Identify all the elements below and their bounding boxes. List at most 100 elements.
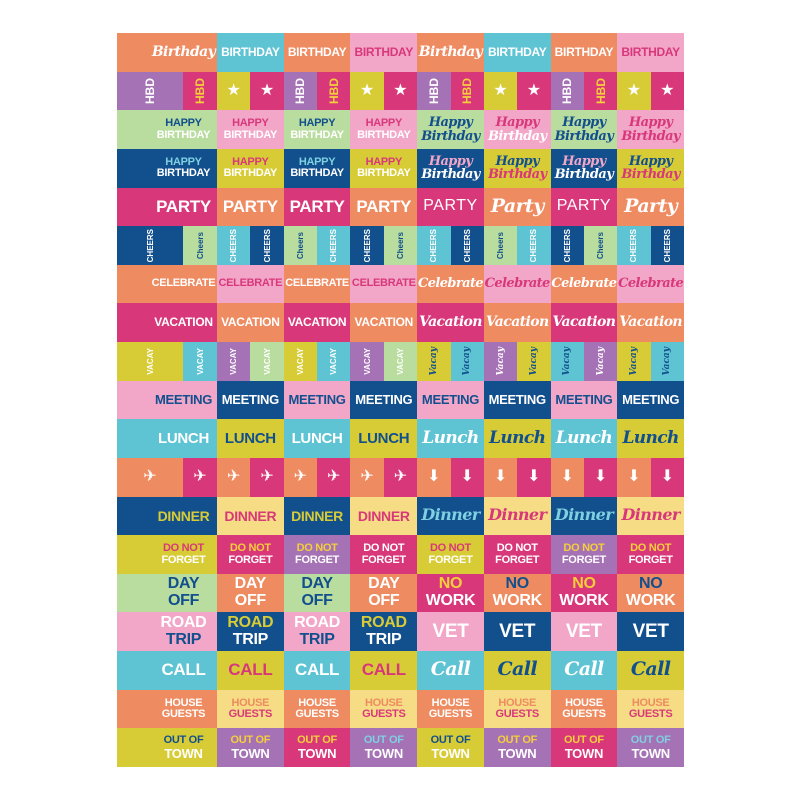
sticker-half: Cheers (583, 226, 618, 265)
sticker-happy-birthday-2: HAPPY BIRTHDAY (217, 148, 284, 188)
sticker-half: ★ (250, 71, 284, 111)
star-icon: ★ (526, 81, 542, 99)
sticker-text: ROAD (294, 613, 341, 631)
sticker-out-of-town: OUT OF TOWN (483, 728, 551, 767)
sticker-text: MEETING (622, 392, 680, 408)
sticker-label: Lunch (484, 419, 551, 458)
sticker-text: HBD (560, 77, 575, 104)
sticker-label: Happy Birthday (551, 149, 618, 188)
sticker-label: Happy Birthday (617, 149, 684, 188)
sticker-do-not-forget: DO NOT FORGET (550, 535, 618, 574)
sticker-label: HAPPY BIRTHDAY (284, 110, 351, 149)
sticker-label: BIRTHDAY (217, 33, 284, 72)
sticker-do-not-forget: DO NOT FORGET (417, 535, 484, 574)
sticker-label: Party (617, 188, 684, 227)
sticker-label: Dinner (417, 497, 484, 536)
sticker-label: CALL (150, 651, 217, 690)
sticker-text: Call (564, 658, 604, 681)
sticker-text: DINNER (157, 507, 210, 524)
sticker-meeting: MEETING (417, 380, 484, 420)
sticker-birthday: BIRTHDAY (350, 33, 418, 72)
sticker-text: HOUSE (164, 696, 203, 709)
sticker-label: MEETING (150, 381, 217, 420)
sticker-dinner: Dinner (417, 496, 484, 536)
sticker-text: CALL (295, 660, 340, 680)
arrow-down-icon: ⬇ (527, 468, 541, 486)
sticker-label: Vacation (417, 303, 484, 342)
sticker-cheers: Cheers CHEERS (283, 226, 351, 265)
sticker-vacay: VACAY VACAY (217, 342, 284, 381)
sticker-label: Happy Birthday (417, 110, 484, 149)
sticker-label: VACATION (350, 303, 417, 342)
sticker-label: DAY OFF (150, 574, 217, 613)
sticker-label: PARTY (150, 188, 217, 227)
sticker-text: VACATION (154, 315, 213, 330)
sticker-text: Call (630, 658, 671, 681)
sticker-label: MEETING (484, 381, 551, 420)
sticker-text: MEETING (355, 392, 413, 408)
sticker-text: HOUSE (298, 696, 336, 709)
sticker-text: HAPPY (232, 155, 269, 168)
sticker-text: GUESTS (428, 708, 473, 721)
sticker-half: CHEERS (350, 226, 384, 265)
sticker-label: Birthday (417, 33, 484, 72)
sticker-half: HBD (183, 71, 217, 111)
sticker-half: ⬇ (517, 457, 551, 497)
sticker-half: HBD (117, 71, 183, 111)
sticker-label: Celebrate (417, 265, 484, 304)
sticker-text: NO (505, 575, 530, 593)
sticker-label: DO NOT FORGET (551, 535, 618, 574)
sticker-happy-birthday-2: HAPPY BIRTHDAY (350, 148, 418, 188)
sticker-text: CALL (361, 660, 406, 680)
sticker-label: Dinner (617, 497, 684, 536)
sticker-label: DO NOT FORGET (484, 535, 551, 574)
sticker-text: OUT OF (630, 734, 671, 747)
sticker-text: HAPPY (232, 117, 269, 130)
sticker-half: HBD (417, 71, 451, 111)
sticker-label: DO NOT FORGET (617, 535, 684, 574)
sticker-text: OUT OF (163, 734, 204, 747)
sticker-out-of-town: OUT OF TOWN (217, 728, 284, 767)
sticker-happy-birthday-2: Happy Birthday (417, 148, 484, 188)
sticker-text: CHEERS (529, 228, 539, 263)
sticker-text: Birthday (621, 167, 680, 183)
sticker-label: MEETING (217, 381, 284, 420)
sticker-text: DO NOT (363, 541, 405, 554)
sticker-half: Vacay (550, 342, 584, 381)
sticker-text: WORK (559, 592, 609, 610)
arrow-down-icon: ⬇ (593, 468, 608, 486)
sticker-text: TOWN (231, 745, 270, 761)
sticker-text: Birthday (487, 128, 547, 144)
sticker-text: LUNCH (291, 429, 343, 447)
sticker-text: Happy (562, 153, 606, 169)
sticker-text: OUT OF (297, 734, 337, 747)
sticker-text: VACATION (287, 315, 347, 330)
sticker-vacay: VACAY VACAY (283, 342, 351, 381)
sticker-text: BIRTHDAY (156, 128, 211, 141)
sticker-half: VACAY (117, 342, 183, 381)
sticker-text: OUT OF (430, 734, 471, 747)
sticker-half: Cheers (383, 226, 418, 265)
sticker-label: DAY OFF (284, 574, 351, 613)
sticker-text: BIRTHDAY (357, 167, 411, 180)
sticker-half: ✈ (317, 457, 351, 497)
sticker-happy-birthday: Happy Birthday (417, 110, 484, 149)
sticker-text: CHEERS (145, 228, 155, 263)
sticker-label: MEETING (417, 381, 484, 420)
sticker-text: DAY (234, 575, 267, 593)
sticker-text: VACAY (295, 348, 305, 375)
sticker-text: Cheers (295, 231, 305, 260)
sticker-label: Call (551, 651, 618, 690)
sticker-text: MEETING (221, 392, 279, 408)
sticker-vacation: Vacation (617, 303, 684, 343)
sticker-label: MEETING (350, 381, 417, 420)
sticker-half: ★ (483, 71, 518, 111)
sticker-text: CHEERS (462, 228, 472, 263)
sticker-text: BIRTHDAY (357, 128, 411, 141)
sticker-half: ★ (383, 71, 418, 111)
sticker-dinner: DINNER (217, 496, 284, 536)
sticker-cheers: CHEERS CHEERS (617, 226, 684, 265)
sticker-text: Birthday (554, 167, 614, 183)
sticker-label: HOUSE GUESTS (551, 690, 618, 729)
sticker-text: DAY (368, 575, 400, 593)
